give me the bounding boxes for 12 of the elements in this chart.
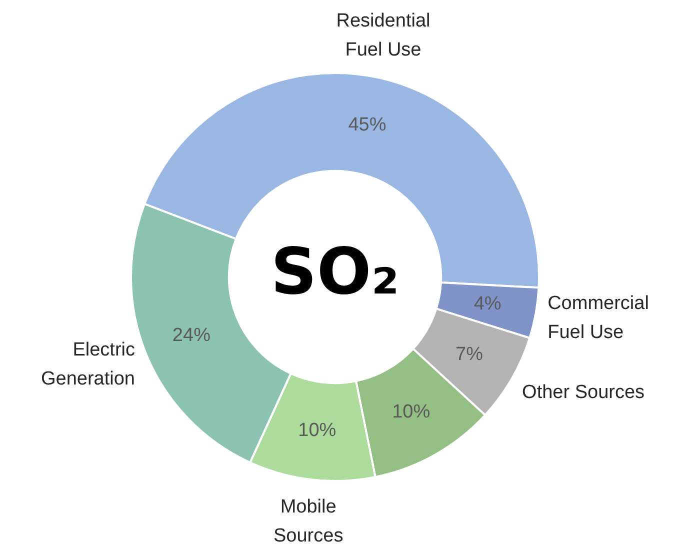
data-label: 4% [474, 294, 502, 315]
slice-label: Mobile Sources [273, 496, 344, 547]
data-label: 10% [298, 420, 336, 442]
slice-label: Other Sources [522, 382, 645, 404]
data-label: 7% [456, 344, 484, 365]
data-label: 10% [392, 401, 430, 422]
slice-label: Residential Fuel Use [336, 10, 430, 60]
slice-label: Commercial Fuel Use [548, 292, 649, 343]
slice-label: Electric Generation [40, 339, 136, 390]
data-label: 45% [348, 114, 386, 136]
text: SO₂ [270, 236, 400, 310]
data-label: 24% [172, 324, 211, 346]
